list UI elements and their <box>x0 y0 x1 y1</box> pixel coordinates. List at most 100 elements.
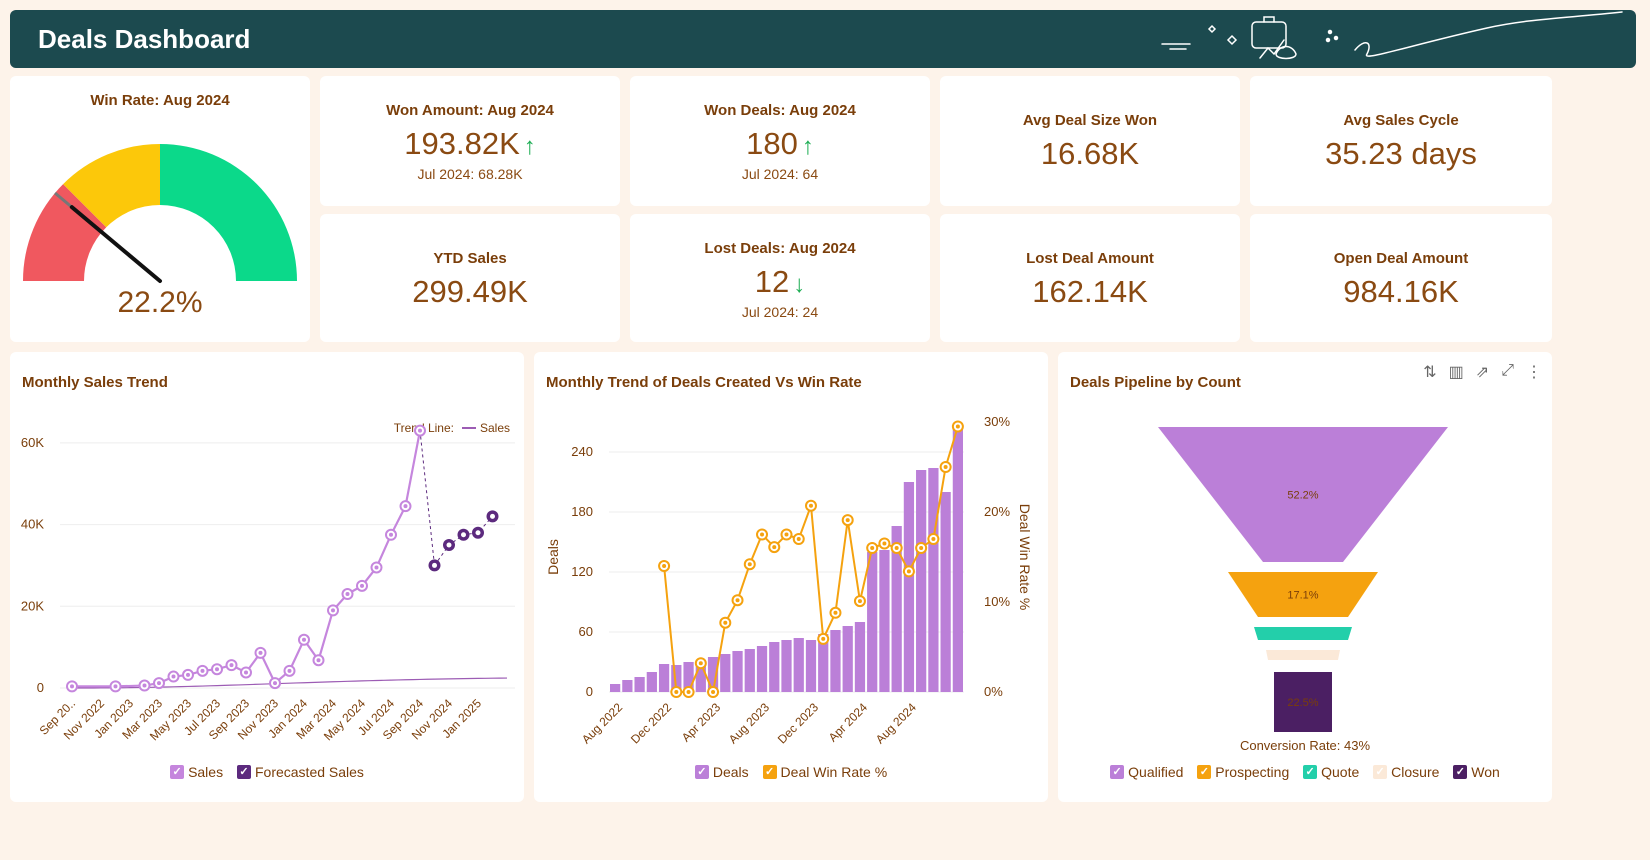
funnel-stage-qualified <box>1158 427 1448 562</box>
lost-deal-amount-title: Lost Deal Amount <box>1026 250 1154 267</box>
header-decoration-icon <box>1161 11 1623 60</box>
checkbox-icon: ✓ <box>1197 765 1212 779</box>
legend-item-sales[interactable]: ✓ Sales <box>170 764 223 780</box>
deals-bar <box>903 482 915 692</box>
y-tick-label: 120 <box>571 564 593 579</box>
gauge-band-0 <box>23 184 107 281</box>
y-tick-label: 180 <box>571 504 593 519</box>
sales-point-dot <box>403 504 408 509</box>
won-deals-number: 180 <box>746 126 798 161</box>
win-rate-title: Win Rate: Aug 2024 <box>90 92 230 109</box>
x-tick-label: Apr 2024 <box>826 700 871 745</box>
y-tick-label: 60 <box>579 624 593 639</box>
avg-sales-cycle-value: 35.23 days <box>1325 136 1477 171</box>
deals-bar <box>854 622 866 692</box>
gauge-band-1 <box>63 144 160 228</box>
deals-bar <box>732 651 743 692</box>
funnel-footer: Conversion Rate: 43% <box>1239 738 1371 753</box>
x-tick-label: Apr 2023 <box>679 700 724 745</box>
sort-icon[interactable]: ⇅ <box>1423 364 1437 381</box>
deals-bar <box>658 664 670 692</box>
checkbox-icon: ✓ <box>170 765 185 779</box>
combo-legend: ✓ Deals ✓ Deal Win Rate % <box>534 762 1048 780</box>
lost-deal-amount-card: Lost Deal Amount 162.14K <box>940 214 1240 342</box>
sales-point-dot <box>171 674 176 679</box>
x-tick-label: Aug 2022 <box>579 700 625 746</box>
deals-bar <box>781 640 792 692</box>
y2-tick-label: 0% <box>984 684 1003 699</box>
legend-item-deals[interactable]: ✓ Deals <box>694 764 749 780</box>
sales-legend: ✓ Sales ✓ Forecasted Sales <box>10 762 524 780</box>
checkbox-icon: ✓ <box>1303 765 1318 779</box>
win-rate-gauge-card: Win Rate: Aug 2024 22.2% <box>10 76 310 342</box>
x-tick-label: Dec 2023 <box>775 700 821 746</box>
won-amount-number: 193.82K <box>404 126 520 161</box>
legend-label-prospecting: Prospecting <box>1215 764 1290 780</box>
legend-item-forecasted-sales[interactable]: ✓ Forecasted Sales <box>236 764 364 780</box>
win-rate-point-dot <box>845 518 850 523</box>
sales-point-dot <box>374 565 379 570</box>
open-external-icon[interactable]: ⇗ <box>1475 364 1490 381</box>
legend-item-won[interactable]: ✓ Won <box>1453 764 1500 780</box>
win-rate-point-dot <box>796 537 801 541</box>
more-options-icon[interactable]: ⋮ <box>1526 364 1542 381</box>
trend-series-label: Sales <box>480 421 510 435</box>
y2-tick-label: 30% <box>984 414 1010 429</box>
chart-type-icon[interactable]: ▥ <box>1448 364 1464 381</box>
deals-bar <box>646 672 657 692</box>
chart-toolbar: ⇅ ▥ ⇗ ⤢ ⋮ <box>1423 362 1542 382</box>
win-rate-point-dot <box>943 465 948 469</box>
avg-deal-size-card: Avg Deal Size Won 16.68K <box>940 76 1240 206</box>
checkbox-icon: ✓ <box>236 765 251 779</box>
win-rate-point-dot <box>662 564 667 568</box>
expand-icon[interactable]: ⤢ <box>1501 362 1514 379</box>
win-rate-value: 22.2% <box>117 286 203 319</box>
sales-point-dot <box>273 681 277 686</box>
legend-item-closure[interactable]: ✓ Closure <box>1373 764 1439 780</box>
x-tick-label: Aug 2024 <box>873 700 919 746</box>
forecast-point-dot <box>475 530 481 536</box>
deals-bar <box>769 642 780 692</box>
monthly-sales-trend-card: Monthly Sales Trend 0 20K 40K 60K Sep 20.. No… <box>10 352 524 802</box>
win-rate-point-dot <box>772 545 777 550</box>
deals-bar <box>634 677 645 692</box>
deals-vs-win-rate-card: Monthly Trend of Deals Created Vs Win Ra… <box>534 352 1048 802</box>
won-deals-previous: Jul 2024: 64 <box>741 166 819 182</box>
y-tick-label: 40K <box>21 517 44 532</box>
won-amount-previous: Jul 2024: 68.28K <box>417 166 523 182</box>
legend-item-quote[interactable]: ✓ Quote <box>1303 764 1359 780</box>
open-deal-amount-value: 984.16K <box>1343 274 1459 309</box>
lost-deals-previous: Jul 2024: 24 <box>741 304 819 320</box>
y-axis-label: Deals <box>545 539 561 575</box>
sales-point-dot <box>186 672 190 677</box>
win-rate-point-dot <box>723 620 728 625</box>
avg-deal-size-value: 16.68K <box>1040 136 1140 171</box>
sales-point-dot <box>215 667 219 672</box>
lost-deals-number: 12 <box>754 264 790 299</box>
sales-point-dot <box>287 668 292 673</box>
legend-label-closure: Closure <box>1391 764 1440 780</box>
funnel-stage-quote <box>1254 627 1352 640</box>
funnel-stage-prospecting <box>1228 572 1378 617</box>
y-tick-label: 0 <box>586 684 593 699</box>
win-rate-point-dot <box>808 503 813 508</box>
sales-line <box>72 430 422 688</box>
legend-item-prospecting[interactable]: ✓ Prospecting <box>1197 764 1289 780</box>
checkbox-icon: ✓ <box>1453 765 1468 779</box>
open-deal-amount-title: Open Deal Amount <box>1333 250 1469 267</box>
sales-point-dot <box>331 608 335 613</box>
win-rate-point-dot <box>955 424 960 429</box>
funnel-stage-won <box>1274 672 1332 732</box>
deals-bar <box>928 468 939 692</box>
deals-bar <box>720 654 731 692</box>
lost-deals-value: 12 ↓ <box>630 264 930 300</box>
avg-deal-size-title: Avg Deal Size Won <box>1022 112 1158 129</box>
y-tick-label: 240 <box>571 444 593 459</box>
win-rate-point-dot <box>686 690 691 694</box>
legend-item-win-rate[interactable]: ✓ Deal Win Rate % <box>762 764 887 780</box>
sales-point-dot <box>142 683 147 688</box>
forecast-line <box>434 516 493 566</box>
y2-axis-label: Deal Win Rate % <box>1017 504 1033 611</box>
legend-item-qualified[interactable]: ✓ Qualified <box>1110 764 1183 780</box>
